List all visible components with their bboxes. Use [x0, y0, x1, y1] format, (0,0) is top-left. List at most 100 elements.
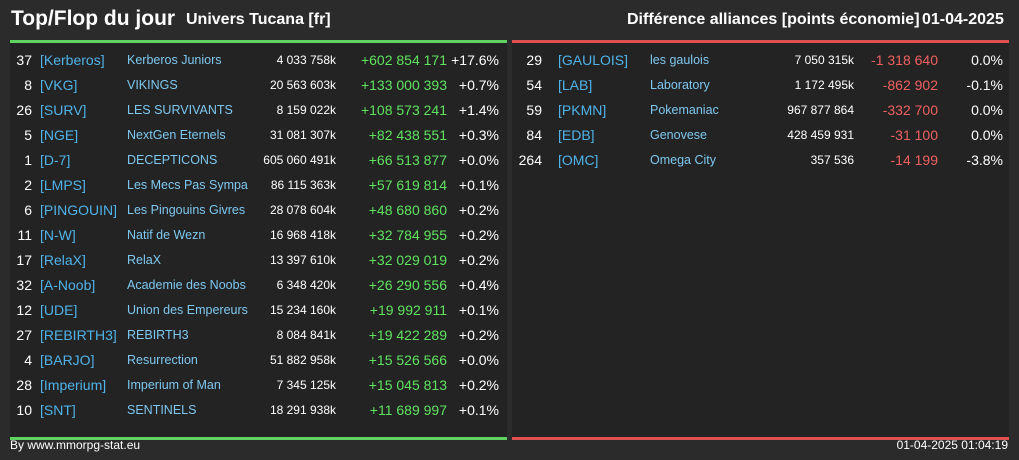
alliance-tag-link[interactable]: [D-7]: [40, 152, 71, 168]
alliance-name-link[interactable]: RelaX: [127, 253, 162, 267]
alliance-percent: +0.4%: [458, 277, 499, 293]
alliance-rank: 1: [24, 152, 32, 168]
alliance-score: 7 345 125k: [276, 378, 336, 392]
alliance-score: 86 115 363k: [270, 178, 336, 192]
alliance-name-link[interactable]: les gaulois: [650, 53, 710, 67]
alliance-tag-link[interactable]: [Kerberos]: [40, 52, 105, 68]
alliance-tag-link[interactable]: [BARJO]: [40, 352, 95, 368]
alliance-diff: +66 513 877: [368, 152, 447, 168]
alliance-tag-link[interactable]: [RelaX]: [40, 252, 86, 268]
alliance-tag-link[interactable]: [PKMN]: [558, 102, 607, 118]
alliance-name-link[interactable]: Pokemaniac: [650, 103, 719, 117]
alliance-rank: 5: [24, 127, 32, 143]
alliance-score: 18 291 938k: [269, 403, 336, 417]
alliance-diff: +32 784 955: [368, 227, 447, 243]
alliance-score: 16 968 418k: [269, 228, 336, 242]
alliance-tag-link[interactable]: [SNT]: [40, 402, 76, 418]
alliance-tag-link[interactable]: [Imperium]: [40, 377, 107, 393]
alliance-diff: +32 029 019: [368, 252, 447, 268]
alliance-diff: +11 689 997: [369, 402, 447, 418]
alliance-percent: +0.0%: [458, 352, 499, 368]
alliance-tag-link[interactable]: [OMC]: [558, 152, 599, 168]
alliance-rank: 84: [526, 127, 542, 143]
report-type-title: Différence alliances [points économie]: [627, 11, 920, 28]
alliance-name-link[interactable]: Resurrection: [127, 353, 198, 367]
alliance-percent: +0.2%: [458, 227, 499, 243]
alliance-name-link[interactable]: REBIRTH3: [127, 328, 189, 342]
alliance-diff: +602 854 171: [360, 52, 447, 68]
site-credit: By www.mmorpg-stat.eu: [10, 438, 141, 452]
alliance-percent: 0.0%: [971, 102, 1003, 118]
alliance-name-link[interactable]: Imperium of Man: [127, 378, 221, 392]
alliance-diff: -31 100: [890, 127, 938, 143]
alliance-name-link[interactable]: Union des Empereurs: [127, 303, 248, 317]
alliance-name-link[interactable]: Les Pingouins Givres: [127, 203, 246, 217]
top-alliance-row: 28 [Imperium] Imperium of Man 7 345 125k +15…: [10, 373, 507, 398]
report-date: 01-04-2025: [922, 11, 1004, 28]
alliance-rank: 26: [16, 102, 32, 118]
alliance-tag-link[interactable]: [EDB]: [558, 127, 595, 143]
alliance-diff: +108 573 241: [360, 102, 447, 118]
alliance-score: 357 536: [810, 153, 854, 167]
alliance-rank: 29: [526, 52, 542, 68]
alliance-diff: +15 526 566: [368, 352, 447, 368]
top-gainers-panel: 37 [Kerberos] Kerberos Juniors 4 033 758k +6…: [10, 40, 507, 440]
alliance-percent: +0.1%: [458, 302, 499, 318]
top-alliance-row: 17 [RelaX] RelaX 13 397 610k +32 029 019 +0.2…: [10, 248, 507, 273]
alliance-tag-link[interactable]: [VKG]: [40, 77, 78, 93]
alliance-score: 31 081 307k: [269, 128, 336, 142]
alliance-name-link[interactable]: Natif de Wezn: [127, 228, 206, 242]
alliance-name-link[interactable]: Omega City: [650, 153, 716, 167]
alliance-rank: 59: [526, 102, 542, 118]
alliance-rank: 2: [24, 177, 32, 193]
alliance-score: 4 033 758k: [276, 53, 336, 67]
alliance-percent: -3.8%: [966, 152, 1003, 168]
top-alliance-row: 12 [UDE] Union des Empereurs 15 234 160k +19…: [10, 298, 507, 323]
alliance-tag-link[interactable]: [N-W]: [40, 227, 76, 243]
alliance-diff: +48 680 860: [368, 202, 447, 218]
alliance-tag-link[interactable]: [REBIRTH3]: [40, 327, 117, 343]
top-alliance-row: 32 [A-Noob] Academie des Noobs 6 348 420k +2…: [10, 273, 507, 298]
alliance-name-link[interactable]: VIKINGS: [127, 78, 178, 92]
alliance-percent: +0.7%: [458, 77, 499, 93]
alliance-percent: -0.1%: [966, 77, 1003, 93]
alliance-name-link[interactable]: SENTINELS: [127, 403, 197, 417]
alliance-diff: +82 438 551: [368, 127, 447, 143]
alliance-rank: 37: [16, 52, 32, 68]
alliance-name-link[interactable]: Kerberos Juniors: [127, 53, 222, 67]
top-losers-panel: 29 [GAULOIS] les gaulois 7 050 315k -1 318 6…: [512, 40, 1009, 440]
alliance-percent: +0.2%: [458, 202, 499, 218]
top-alliance-row: 26 [SURV] LES SURVIVANTS 8 159 022k +108 573…: [10, 98, 507, 123]
alliance-tag-link[interactable]: [GAULOIS]: [558, 52, 629, 68]
alliance-rank: 264: [518, 152, 542, 168]
alliance-rank: 32: [16, 277, 32, 293]
universe-subtitle: Univers Tucana [fr]: [186, 11, 331, 28]
alliance-name-link[interactable]: Genovese: [650, 128, 707, 142]
alliance-tag-link[interactable]: [NGE]: [40, 127, 79, 143]
alliance-name-link[interactable]: Les Mecs Pas Sympa: [127, 178, 248, 192]
alliance-score: 7 050 315k: [794, 53, 854, 67]
alliance-name-link[interactable]: Laboratory: [650, 78, 710, 92]
alliance-rank: 17: [16, 252, 32, 268]
alliance-percent: +17.6%: [451, 52, 499, 68]
alliance-percent: +0.1%: [458, 177, 499, 193]
alliance-name-link[interactable]: NextGen Eternels: [127, 128, 226, 142]
alliance-score: 967 877 864: [787, 103, 854, 117]
flop-alliance-row: 84 [EDB] Genovese 428 459 931 -31 100 0.0%: [512, 123, 1009, 148]
alliance-percent: +0.1%: [458, 402, 499, 418]
alliance-tag-link[interactable]: [PINGOUIN]: [40, 202, 118, 218]
alliance-tag-link[interactable]: [LMPS]: [40, 177, 86, 193]
alliance-diff: +19 422 289: [368, 327, 447, 343]
alliance-name-link[interactable]: DECEPTICONS: [127, 153, 218, 167]
top-alliance-row: 4 [BARJO] Resurrection 51 882 958k +15 526 5…: [10, 348, 507, 373]
alliance-tag-link[interactable]: [UDE]: [40, 302, 78, 318]
alliance-tag-link[interactable]: [A-Noob]: [40, 277, 96, 293]
alliance-tag-link[interactable]: [LAB]: [558, 77, 593, 93]
top-alliance-row: 27 [REBIRTH3] REBIRTH3 8 084 841k +19 422 28…: [10, 323, 507, 348]
alliance-rank: 4: [24, 352, 32, 368]
flop-alliance-row: 264 [OMC] Omega City 357 536 -14 199 -3.8%: [512, 148, 1009, 173]
alliance-tag-link[interactable]: [SURV]: [40, 102, 87, 118]
alliance-percent: 0.0%: [971, 52, 1003, 68]
alliance-name-link[interactable]: LES SURVIVANTS: [127, 103, 233, 117]
alliance-name-link[interactable]: Academie des Noobs: [127, 278, 246, 292]
